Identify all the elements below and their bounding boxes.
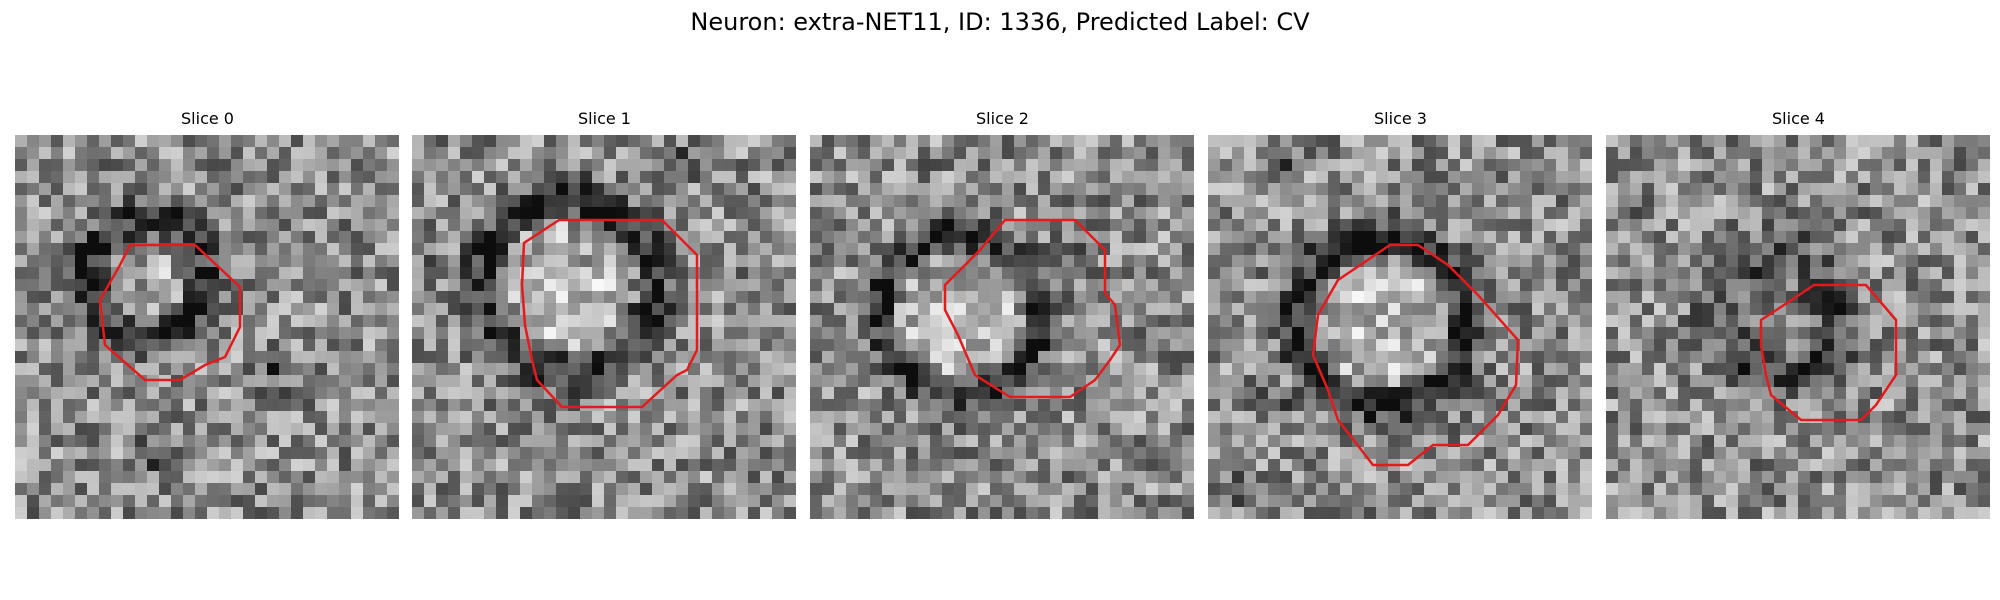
slice-title-1: Slice 1 (578, 109, 631, 128)
slice-image-4 (1606, 135, 1990, 519)
slice-panel-1: Slice 1 (412, 108, 797, 519)
slice-title-4: Slice 4 (1772, 109, 1825, 128)
slice-title-3: Slice 3 (1374, 109, 1427, 128)
slice-overlay-3 (1311, 243, 1520, 467)
slice-panel-0: Slice 0 (15, 108, 400, 519)
slice-image-1 (412, 135, 796, 519)
roi-contour-3 (1311, 243, 1520, 467)
slice-image-2 (810, 135, 1194, 519)
slice-overlay-0 (98, 243, 242, 382)
slice-panel-4: Slice 4 (1606, 108, 1991, 519)
roi-contour-4 (1759, 283, 1898, 422)
slice-overlay-2 (943, 218, 1122, 399)
slice-panel-3: Slice 3 (1208, 108, 1593, 519)
slice-panel-2: Slice 2 (810, 108, 1195, 519)
slice-overlay-1 (520, 218, 699, 409)
slice-title-2: Slice 2 (976, 109, 1029, 128)
slice-image-0 (15, 135, 399, 519)
slice-title-0: Slice 0 (181, 109, 234, 128)
slice-overlay-4 (1759, 283, 1898, 422)
figure-title: Neuron: extra-NET11, ID: 1336, Predicted… (690, 8, 1310, 36)
roi-contour-1 (520, 218, 699, 409)
roi-contour-2 (943, 218, 1122, 399)
slice-image-3 (1208, 135, 1592, 519)
roi-contour-0 (98, 243, 242, 382)
